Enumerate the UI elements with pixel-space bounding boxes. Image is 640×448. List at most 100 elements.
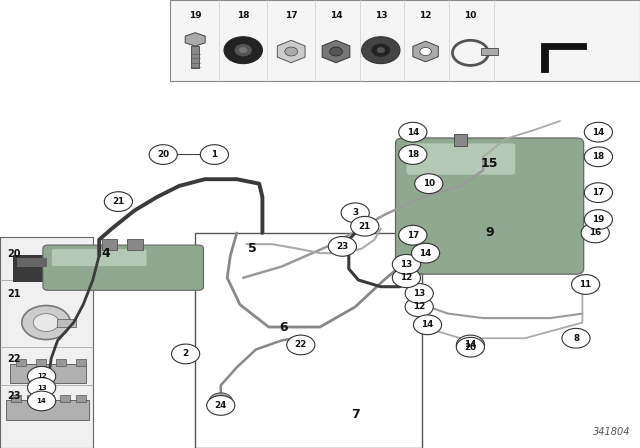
Circle shape (328, 237, 356, 256)
Text: 19: 19 (592, 215, 605, 224)
Text: 9: 9 (485, 226, 494, 240)
Text: 12: 12 (36, 373, 47, 379)
Circle shape (224, 37, 262, 64)
Circle shape (207, 396, 235, 415)
Text: 14: 14 (330, 11, 342, 20)
Circle shape (287, 335, 315, 355)
Text: 21: 21 (112, 197, 125, 206)
Circle shape (412, 243, 440, 263)
Text: 10: 10 (423, 179, 435, 188)
Circle shape (456, 337, 484, 357)
Text: 4: 4 (101, 246, 110, 260)
Circle shape (399, 225, 427, 245)
FancyBboxPatch shape (76, 359, 86, 366)
FancyBboxPatch shape (16, 359, 26, 366)
Circle shape (572, 275, 600, 294)
Circle shape (420, 47, 431, 56)
FancyBboxPatch shape (454, 134, 467, 146)
Circle shape (392, 254, 420, 274)
FancyBboxPatch shape (17, 258, 47, 267)
Circle shape (172, 344, 200, 364)
Polygon shape (541, 43, 586, 72)
Text: 2: 2 (182, 349, 189, 358)
Circle shape (584, 147, 612, 167)
FancyBboxPatch shape (127, 239, 143, 250)
FancyBboxPatch shape (6, 400, 89, 420)
FancyBboxPatch shape (56, 359, 67, 366)
Polygon shape (413, 41, 438, 62)
Circle shape (351, 216, 379, 236)
Circle shape (22, 306, 70, 340)
FancyBboxPatch shape (481, 48, 498, 55)
Text: 14: 14 (464, 340, 477, 349)
FancyBboxPatch shape (44, 395, 54, 402)
Circle shape (209, 393, 232, 409)
Text: 20: 20 (465, 343, 476, 352)
Text: 11: 11 (579, 280, 592, 289)
FancyBboxPatch shape (57, 319, 76, 327)
Circle shape (413, 315, 442, 335)
Circle shape (28, 378, 56, 397)
Text: 18: 18 (237, 11, 250, 20)
Text: 16: 16 (589, 228, 602, 237)
Circle shape (33, 314, 59, 332)
Text: 13: 13 (36, 384, 47, 391)
FancyBboxPatch shape (396, 138, 584, 274)
Text: 13: 13 (400, 260, 413, 269)
Text: 5: 5 (248, 242, 257, 255)
Text: 14: 14 (421, 320, 434, 329)
Text: 17: 17 (285, 11, 298, 20)
Circle shape (399, 122, 427, 142)
Text: 3: 3 (352, 208, 358, 217)
FancyBboxPatch shape (102, 239, 117, 250)
Circle shape (330, 47, 342, 56)
Circle shape (200, 145, 228, 164)
Circle shape (584, 122, 612, 142)
Text: 21: 21 (8, 289, 21, 299)
Circle shape (235, 44, 252, 56)
FancyBboxPatch shape (406, 143, 515, 175)
Text: 13: 13 (374, 11, 387, 20)
Circle shape (372, 44, 390, 56)
Text: 13: 13 (413, 289, 426, 298)
Circle shape (456, 335, 484, 355)
Text: 12: 12 (419, 11, 432, 20)
FancyBboxPatch shape (52, 249, 147, 266)
Text: 24: 24 (214, 401, 227, 410)
Text: 14: 14 (592, 128, 605, 137)
FancyBboxPatch shape (13, 255, 80, 281)
Text: 23: 23 (336, 242, 349, 251)
Text: 21: 21 (358, 222, 371, 231)
Bar (191, 46, 199, 68)
Text: 14: 14 (406, 128, 419, 137)
Circle shape (405, 297, 433, 317)
Circle shape (239, 47, 247, 53)
Text: 22: 22 (8, 354, 21, 364)
Circle shape (415, 174, 443, 194)
Text: 22: 22 (294, 340, 307, 349)
Polygon shape (277, 40, 305, 63)
FancyBboxPatch shape (170, 0, 640, 81)
Circle shape (28, 391, 56, 411)
Circle shape (28, 366, 56, 386)
Polygon shape (322, 40, 350, 63)
Circle shape (405, 284, 433, 303)
Text: 17: 17 (406, 231, 419, 240)
Text: 14: 14 (419, 249, 432, 258)
FancyBboxPatch shape (43, 245, 204, 290)
Text: 6: 6 (279, 320, 288, 334)
Circle shape (584, 210, 612, 229)
Text: 18: 18 (407, 150, 419, 159)
Text: 1: 1 (211, 150, 218, 159)
Circle shape (377, 47, 385, 53)
Circle shape (149, 145, 177, 164)
Polygon shape (185, 33, 205, 46)
Text: 18: 18 (593, 152, 604, 161)
Text: 7: 7 (351, 408, 360, 421)
Circle shape (341, 203, 369, 223)
Text: 17: 17 (592, 188, 605, 197)
Text: 19: 19 (189, 11, 202, 20)
Text: 8: 8 (573, 334, 579, 343)
Text: 20: 20 (157, 150, 169, 159)
Circle shape (562, 328, 590, 348)
